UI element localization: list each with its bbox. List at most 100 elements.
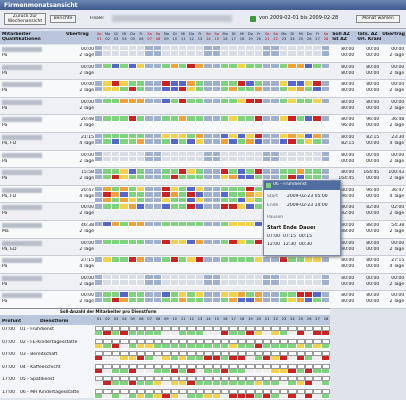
demand-cell [103,368,112,374]
shift-cell [271,157,280,163]
vacation-hours: 00:00 [366,70,380,76]
shift-cell [263,81,272,87]
shift-cell [120,98,129,105]
demand-cell [296,393,305,399]
shift-cell [212,204,221,210]
demand-day: 18 [239,317,245,321]
actual-hours: 80:00 [341,246,355,252]
shift-cell [305,157,314,163]
start-value: 2009-02-23 05:00 [287,194,328,199]
shift-cell [246,192,255,198]
shift-cell [195,274,205,281]
shift-cell [296,51,305,57]
date-header: 25 [298,37,304,41]
shift-cell [237,297,247,304]
demand-cell [128,331,137,336]
carry-days: 2 Tage [79,211,94,217]
shift-cell [271,116,280,122]
shift-cell [305,257,314,263]
demand-day: 14 [206,317,211,321]
shift-cell [179,297,188,304]
shift-cell [229,257,238,263]
shift-cell [195,239,205,245]
demand-cell [321,376,331,381]
weekday-header: Mi [239,32,245,36]
shift-cell [221,292,230,298]
shift-cell [128,222,137,228]
reports-button[interactable]: Berichte [50,15,76,23]
date-header: 08 [155,37,161,41]
shift-cell [128,46,137,52]
demand-cell [221,393,230,399]
shift-cell [229,157,238,163]
demand-cell [145,351,154,356]
shift-cell [162,51,171,57]
actual-hours: 164:45 [338,176,355,182]
demand-cell [296,343,305,349]
demand-cell [187,351,196,356]
shift-cell [313,98,322,105]
shift-cell [296,139,305,145]
demand-day: 24 [290,317,295,321]
demand-cell [111,331,121,336]
shift-cell [179,63,188,69]
shift-cell [254,157,263,163]
shift-cell [111,197,121,203]
demand-cell [145,393,154,399]
shift-cell [229,297,238,304]
demand-cell [128,326,137,331]
shift-cell [204,86,213,92]
shift-cell [254,274,263,281]
shift-cell [137,116,146,122]
demand-cell [103,376,112,381]
qualification: Pa [2,70,8,76]
date-header: 17 [231,37,236,41]
shift-cell [187,274,196,281]
demand-cell [103,393,112,399]
shift-cell [279,151,289,157]
shift-cell [279,280,289,286]
demand-cell [221,338,230,344]
demand-cell [229,331,238,336]
demand-cell [128,351,137,356]
employee-name-blurred [2,99,42,105]
carry-days: 4 Tage [79,193,94,199]
demand-cell [111,351,121,356]
demand-cell [254,331,263,336]
shift-cell [162,169,171,175]
demand-cell [271,393,280,399]
shift-cell [263,297,272,304]
demand-cell [288,351,297,356]
back-button[interactable]: Zurück zur Wochenansicht [4,13,46,25]
shift-cell [212,46,221,52]
demand-day: 16 [222,317,228,321]
shift-cell [128,169,137,175]
demand-cell [288,381,297,386]
demand-cell [305,326,314,331]
demand-cell [221,363,230,369]
shift-cell [313,274,322,281]
shift-cell [170,98,179,105]
demand-cell [246,356,255,361]
shift-cell [221,81,230,87]
shift-cell [204,169,213,175]
demand-cell [195,331,205,336]
shift-cell [120,257,129,263]
demand-cell [254,343,263,349]
shift-cell [237,280,247,286]
shift-cell [120,174,129,180]
target-hours: 80:00 [341,293,355,299]
break-value: 07:15 [283,234,296,239]
shift-cell [237,186,247,193]
shift-cell [204,192,213,198]
shift-cell [321,46,331,52]
demand-cell [162,326,171,331]
shift-cell [246,222,255,228]
shift-cell [153,86,163,92]
demand-cell [237,331,247,336]
shift-cell [145,63,154,69]
demand-cell [271,343,280,349]
demand-cell [95,343,104,349]
choose-month-button[interactable]: Monat wählen [356,15,400,23]
shift-cell [120,46,129,52]
